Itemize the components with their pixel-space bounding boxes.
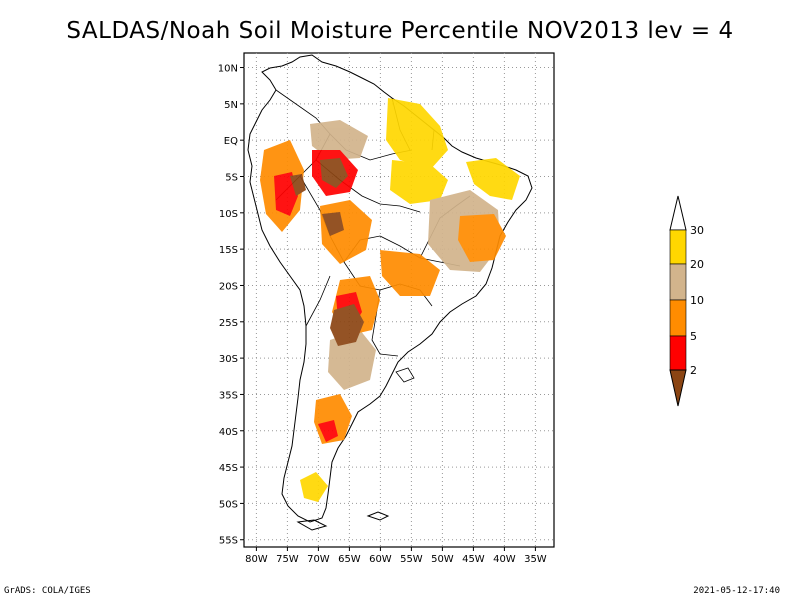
map-title: SALDAS/Noah Soil Moisture Percentile NOV… [66, 18, 734, 44]
shade-2-5-patagonia [318, 420, 338, 442]
colorbar-segment-2-5 [669, 335, 687, 371]
lat-tick-label: 20S [219, 281, 238, 292]
lat-tick-label: 45S [219, 463, 238, 474]
grid-lines [240, 53, 554, 551]
lon-tick-label: 45W [462, 554, 485, 565]
lat-tick-label: 5S [225, 173, 238, 184]
lon-tick-label: 55W [400, 554, 423, 565]
lon-tick-label: 70W [307, 554, 330, 565]
shade-20-30-northeast-coast [386, 98, 448, 170]
lon-tick-label: 50W [431, 554, 454, 565]
color-bar: 2 5 10 20 30 [669, 195, 704, 407]
shade-5-10-bolivia [320, 200, 372, 264]
shade-below-2-chaco [330, 304, 364, 346]
colorbar-label: 10 [690, 294, 704, 307]
lat-tick-label: 10S [219, 209, 238, 220]
colorbar-label: 2 [690, 364, 697, 377]
lat-tick-label: 35S [219, 390, 238, 401]
lat-tick-label: 5N [224, 100, 238, 111]
lat-tick-label: EQ [224, 136, 238, 147]
footer-timestamp: 2021-05-12-17:40 [693, 586, 780, 596]
falkland-islands [366, 511, 390, 521]
lon-tick-label: 75W [276, 554, 299, 565]
tierra-del-fuego [296, 519, 328, 531]
lat-tick-label: 25S [219, 318, 238, 329]
map-frame [243, 52, 555, 548]
colorbar-cap-above-30 [669, 195, 687, 231]
lon-tick-label: 65W [338, 554, 361, 565]
lat-tick-label: 30S [219, 354, 238, 365]
shade-20-30-amazon [390, 160, 448, 204]
colorbar-segment-20-30 [669, 229, 687, 265]
shade-5-10-southern-brazil [380, 250, 440, 296]
lon-tick-label: 35W [524, 554, 547, 565]
shade-below-2-andes [290, 174, 306, 196]
lat-tick-label: 40S [219, 427, 238, 438]
lat-tick-label: 50S [219, 499, 238, 510]
lon-tick-label: 80W [245, 554, 268, 565]
shade-2-5-peru [274, 172, 298, 216]
south-america-coast [247, 54, 533, 523]
colorbar-segment-5-10 [669, 299, 687, 337]
colorbar-label: 20 [690, 258, 704, 271]
uruguay-lagoon [395, 367, 415, 383]
lon-tick-labels: 80W 75W 70W 65W 60W 55W 50W 45W 40W 35W [245, 554, 547, 565]
colorbar-label: 30 [690, 224, 704, 237]
shade-below-2-amazon [320, 158, 348, 188]
shade-20-30-northeast [466, 158, 520, 200]
percentile-shading [260, 98, 520, 502]
shade-5-10-east-coast [458, 214, 506, 262]
lat-tick-label: 55S [219, 536, 238, 547]
colorbar-cap-below-2 [669, 369, 687, 407]
lon-tick-label: 60W [369, 554, 392, 565]
footer-credit: GrADS: COLA/IGES [4, 586, 91, 596]
lat-tick-label: 15S [219, 245, 238, 256]
lat-tick-labels: 10N 5N EQ 5S 10S 15S 20S 25S 30S 35S 40S 45S 50S 55S [218, 64, 238, 547]
shade-20-30-patagonia [300, 472, 328, 502]
colorbar-segment-10-20 [669, 263, 687, 301]
shade-below-2-bolivia [322, 212, 344, 236]
lon-tick-label: 40W [493, 554, 516, 565]
colorbar-label: 5 [690, 330, 697, 343]
lat-tick-label: 10N [218, 64, 238, 75]
